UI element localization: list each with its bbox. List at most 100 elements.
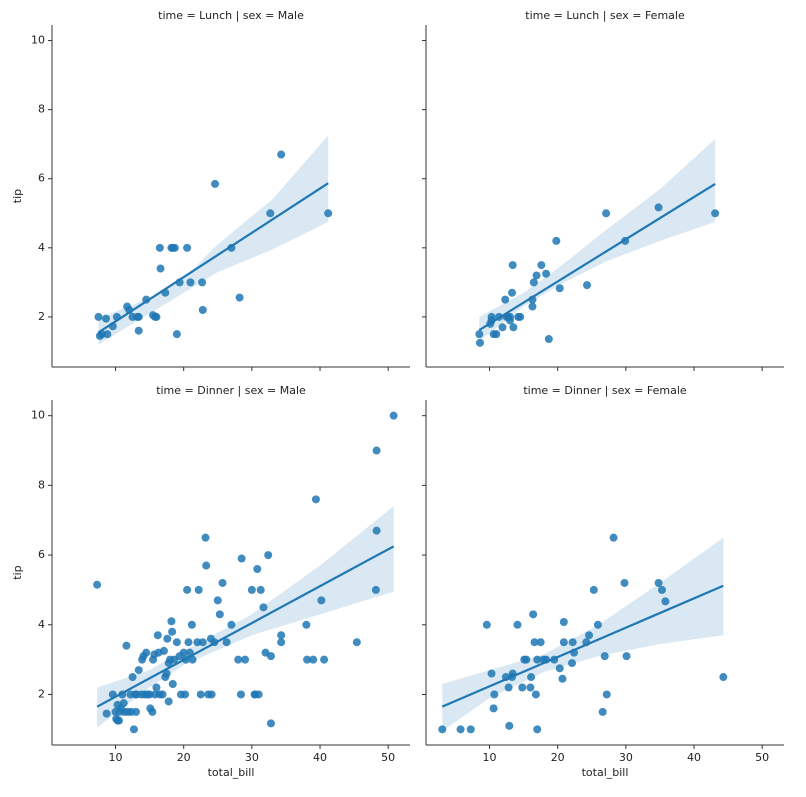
- point: [155, 243, 164, 252]
- point: [152, 312, 161, 321]
- point: [207, 690, 216, 699]
- point: [158, 690, 167, 699]
- point: [194, 585, 203, 594]
- panel-title: time = Dinner | sex = Male: [156, 384, 306, 397]
- point: [256, 585, 265, 594]
- point: [187, 620, 196, 629]
- point: [585, 631, 594, 640]
- point: [134, 326, 143, 335]
- point: [251, 690, 260, 699]
- point: [259, 603, 268, 612]
- point: [93, 580, 102, 589]
- confidence-band: [442, 537, 724, 732]
- point: [198, 278, 207, 287]
- point: [528, 302, 537, 311]
- y-tick-label: 2: [38, 687, 45, 700]
- y-tick-label: 8: [38, 103, 45, 116]
- point: [622, 652, 631, 661]
- point: [237, 554, 246, 563]
- point: [719, 673, 728, 682]
- point: [181, 690, 190, 699]
- x-tick-label: 10: [109, 751, 123, 764]
- x-tick-label: 30: [619, 751, 633, 764]
- point: [487, 669, 496, 678]
- point: [142, 648, 151, 657]
- point: [508, 288, 517, 297]
- point: [518, 683, 527, 692]
- point: [555, 664, 564, 673]
- y-tick-label: 6: [38, 548, 45, 561]
- y-tick-label: 4: [38, 241, 45, 254]
- point: [513, 620, 522, 629]
- point: [218, 578, 227, 587]
- point: [516, 312, 525, 321]
- panel-title: time = Dinner | sex = Female: [523, 384, 687, 397]
- point: [162, 669, 171, 678]
- point: [186, 278, 195, 287]
- regression-line: [96, 545, 395, 708]
- point: [602, 209, 611, 218]
- point: [277, 150, 286, 159]
- point: [537, 261, 546, 270]
- point: [236, 690, 245, 699]
- point: [128, 673, 137, 682]
- point: [620, 578, 629, 587]
- point: [492, 330, 501, 339]
- point: [568, 638, 577, 647]
- point: [198, 306, 207, 314]
- x-tick-label: 20: [551, 751, 565, 764]
- point: [198, 638, 207, 647]
- point: [164, 697, 173, 706]
- x-axis-label: total_bill: [208, 766, 255, 779]
- point: [598, 707, 607, 716]
- point: [202, 561, 211, 570]
- point: [114, 716, 123, 725]
- point: [555, 284, 564, 293]
- x-tick-label: 50: [755, 751, 769, 764]
- point: [533, 725, 542, 734]
- point: [475, 330, 484, 339]
- point: [153, 631, 162, 640]
- point: [389, 411, 398, 420]
- point: [352, 638, 361, 647]
- point: [94, 312, 103, 321]
- y-tick-label: 4: [38, 618, 45, 631]
- point: [179, 648, 188, 657]
- point: [533, 655, 542, 664]
- point: [302, 620, 311, 629]
- regression-line: [97, 182, 329, 334]
- point: [558, 674, 567, 683]
- point: [504, 683, 513, 692]
- point: [466, 725, 475, 734]
- point: [529, 610, 538, 619]
- panel: time = Dinner | sex = Male 10 20 30 40 50 2 4 6 8…: [11, 384, 410, 779]
- point: [134, 666, 143, 675]
- y-axis-label: tip: [11, 189, 24, 203]
- point: [211, 179, 220, 188]
- y-tick-label: 8: [38, 478, 45, 491]
- y-tick-label: 10: [31, 409, 45, 422]
- point: [172, 638, 181, 647]
- point: [505, 721, 514, 730]
- confidence-band: [98, 135, 329, 345]
- point: [568, 659, 577, 668]
- x-axis-label: total_bill: [582, 766, 629, 779]
- point: [241, 655, 250, 664]
- point: [475, 338, 484, 347]
- point: [490, 690, 499, 699]
- confidence-band: [479, 139, 716, 342]
- point: [184, 638, 193, 647]
- point: [103, 330, 112, 339]
- point: [456, 725, 465, 734]
- x-tick-label: 10: [483, 751, 497, 764]
- point: [530, 638, 539, 647]
- point: [134, 312, 143, 321]
- point: [159, 646, 168, 655]
- point: [264, 551, 273, 560]
- point: [526, 683, 535, 692]
- point: [168, 627, 177, 636]
- point: [438, 725, 447, 734]
- point: [122, 641, 131, 650]
- point: [152, 683, 161, 692]
- point: [542, 269, 551, 278]
